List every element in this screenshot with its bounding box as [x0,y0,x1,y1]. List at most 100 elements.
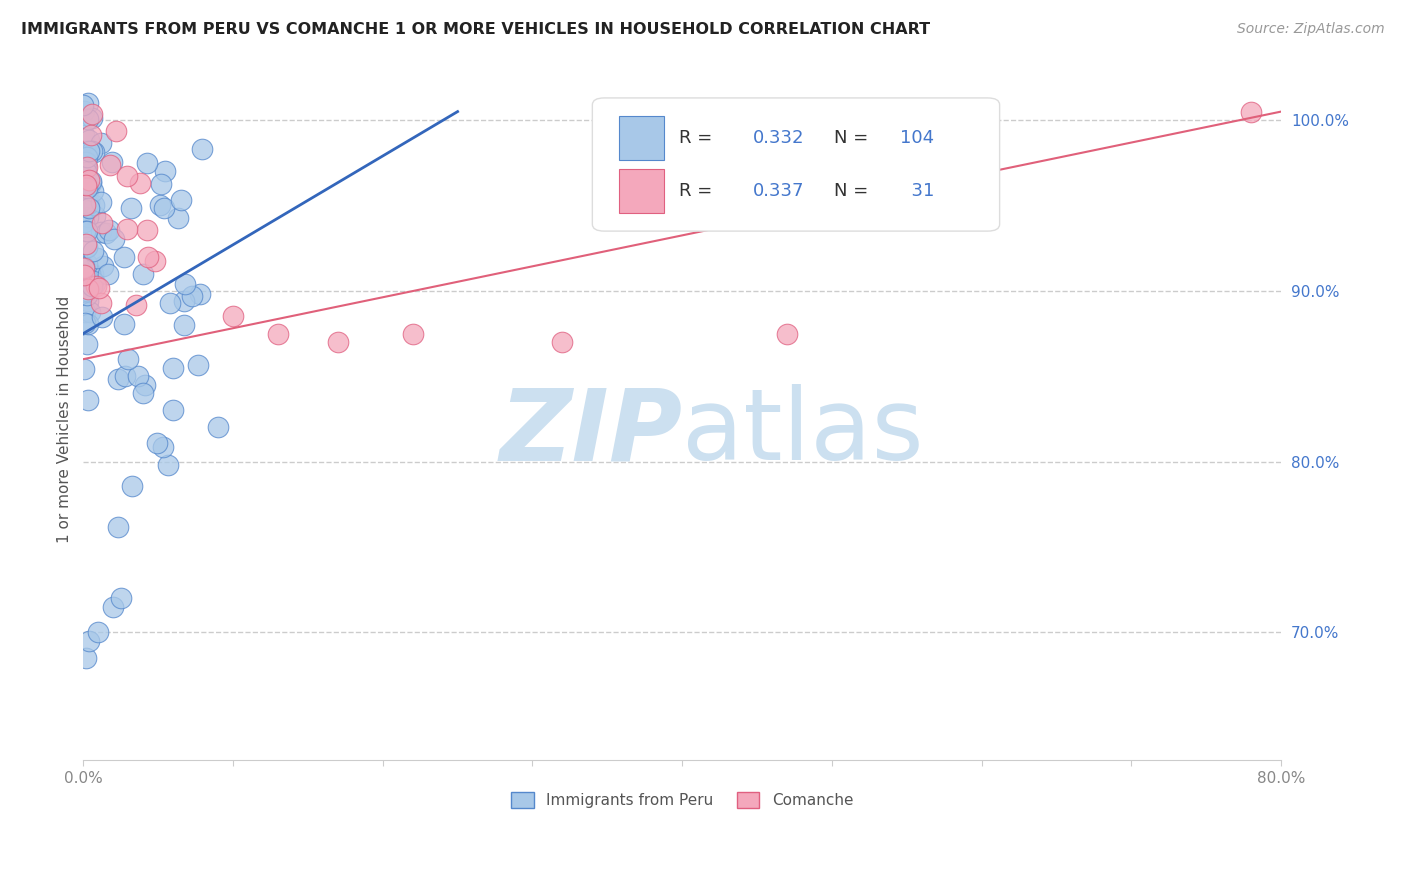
Point [79,305,101,319]
Text: atlas: atlas [682,384,924,481]
Point [73,161,96,175]
Point [82,267,104,281]
Point [75,145,97,159]
Point [112,317,135,331]
Point [181,289,204,303]
Point [80,128,103,142]
Point [91,310,114,324]
Point [173,318,195,332]
Point [115,169,138,184]
Point [132,386,155,401]
Point [73,268,96,283]
Point [77,172,100,186]
Point [76,161,98,175]
Point [73,316,96,330]
Point [90,296,112,310]
Point [76,282,98,296]
Point [75,155,97,169]
Point [146,436,169,450]
Point [76,200,98,214]
Point [75,159,97,173]
Point [83,145,105,159]
Point [776,326,799,341]
Point [153,163,176,178]
Point [167,211,190,226]
FancyBboxPatch shape [619,116,664,161]
Point [75,651,97,665]
Point [121,479,143,493]
Point [76,294,98,309]
Point [135,155,157,169]
Point [103,599,125,614]
Point [77,145,100,159]
Text: 0.332: 0.332 [752,129,804,147]
Point [76,150,98,164]
Point [77,197,100,211]
Point [73,104,96,119]
Point [76,317,98,331]
Point [80,145,103,159]
Point [80,177,103,191]
Point [75,236,97,251]
Point [77,633,100,648]
Point [326,334,349,349]
Point [222,310,245,324]
Point [124,297,146,311]
Text: R =: R = [679,129,717,147]
Point [207,420,229,434]
Point [76,288,98,302]
Point [73,128,96,142]
Point [77,178,100,192]
Point [98,157,121,171]
Text: IMMIGRANTS FROM PERU VS COMANCHE 1 OR MORE VEHICLES IN HOUSEHOLD CORRELATION CHA: IMMIGRANTS FROM PERU VS COMANCHE 1 OR MO… [21,22,931,37]
Point [101,155,124,169]
Point [87,281,110,295]
Point [76,257,98,271]
Point [77,210,100,224]
Point [80,112,103,126]
Point [77,264,100,278]
Point [149,198,172,212]
Text: N =: N = [834,182,875,200]
Point [76,392,98,407]
Point [82,274,104,288]
Point [90,136,112,150]
Point [91,259,114,273]
Point [73,362,96,376]
Point [117,352,139,367]
Point [120,201,142,215]
Point [97,267,120,281]
Point [129,176,152,190]
Point [82,107,104,121]
Point [90,225,112,239]
Point [136,250,159,264]
Point [76,240,98,254]
Point [110,591,132,606]
Point [77,96,100,111]
FancyBboxPatch shape [592,98,1000,231]
Point [127,369,149,384]
Point [134,378,156,392]
Point [75,178,97,192]
Point [75,224,97,238]
Y-axis label: 1 or more Vehicles in Household: 1 or more Vehicles in Household [58,295,72,542]
Point [132,267,155,281]
Point [267,326,290,341]
FancyBboxPatch shape [619,169,664,213]
Point [75,165,97,179]
Point [77,201,100,215]
Point [76,284,98,298]
Point [174,277,197,291]
Text: ZIP: ZIP [499,384,682,481]
Point [105,124,128,138]
Point [162,403,184,417]
Point [77,133,100,147]
Point [77,183,100,197]
Point [98,223,121,237]
Point [80,174,103,188]
Point [73,197,96,211]
Point [551,334,574,349]
Point [402,326,425,341]
Point [1240,104,1263,119]
Point [191,142,214,156]
